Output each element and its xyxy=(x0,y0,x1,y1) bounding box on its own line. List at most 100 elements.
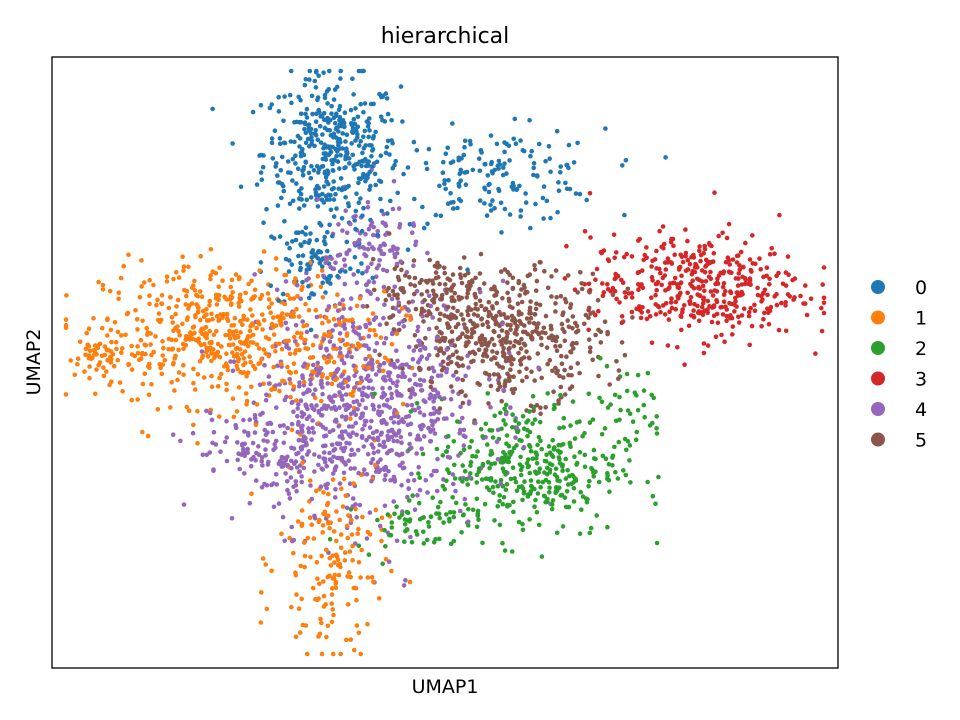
scatter-point-series-4 xyxy=(434,468,439,474)
scatter-point-series-0 xyxy=(293,237,299,243)
scatter-point-series-2 xyxy=(463,502,468,507)
scatter-point-series-3 xyxy=(801,301,806,306)
scatter-point-series-4 xyxy=(268,421,274,427)
scatter-point-series-0 xyxy=(337,269,343,274)
scatter-point-series-4 xyxy=(394,261,400,267)
scatter-point-series-2 xyxy=(474,480,480,485)
scatter-point-series-4 xyxy=(224,458,230,464)
scatter-point-series-1 xyxy=(166,346,171,352)
scatter-point-series-4 xyxy=(339,357,345,363)
scatter-point-series-1 xyxy=(268,310,274,316)
scatter-point-series-4 xyxy=(352,373,357,379)
scatter-point-series-5 xyxy=(453,369,459,375)
scatter-point-series-1 xyxy=(349,517,354,523)
scatter-point-series-5 xyxy=(524,349,529,354)
scatter-point-series-2 xyxy=(497,493,503,498)
scatter-point-series-1 xyxy=(337,319,342,325)
scatter-point-series-1 xyxy=(208,273,213,278)
scatter-point-series-0 xyxy=(258,170,264,175)
scatter-point-series-0 xyxy=(512,116,518,122)
scatter-point-series-4 xyxy=(321,273,326,279)
scatter-point-series-3 xyxy=(582,229,588,234)
scatter-point-series-4 xyxy=(370,367,375,372)
scatter-point-series-2 xyxy=(572,454,577,460)
scatter-point-series-0 xyxy=(330,233,335,239)
scatter-point-series-1 xyxy=(84,330,89,336)
scatter-point-series-0 xyxy=(496,158,502,164)
scatter-point-series-4 xyxy=(417,342,423,348)
scatter-point-series-0 xyxy=(362,101,368,106)
scatter-point-series-0 xyxy=(306,170,312,176)
scatter-point-series-1 xyxy=(203,349,209,355)
scatter-point-series-5 xyxy=(441,265,447,271)
scatter-point-series-3 xyxy=(724,235,730,241)
scatter-point-series-4 xyxy=(457,430,463,436)
scatter-point-series-5 xyxy=(502,381,508,387)
scatter-point-series-5 xyxy=(477,298,483,304)
scatter-point-series-5 xyxy=(586,337,592,342)
scatter-point-series-1 xyxy=(367,327,373,333)
scatter-point-series-2 xyxy=(627,411,633,417)
scatter-point-series-4 xyxy=(348,411,354,417)
scatter-point-series-0 xyxy=(294,181,299,186)
scatter-point-series-1 xyxy=(293,348,299,353)
scatter-point-series-5 xyxy=(493,292,499,298)
scatter-point-series-2 xyxy=(534,461,540,466)
scatter-point-series-1 xyxy=(241,356,247,361)
scatter-point-series-1 xyxy=(129,367,135,372)
scatter-point-series-0 xyxy=(378,196,383,202)
scatter-point-series-5 xyxy=(602,319,608,325)
scatter-point-series-1 xyxy=(383,556,389,562)
scatter-point-series-3 xyxy=(697,293,703,299)
scatter-point-series-5 xyxy=(516,350,521,356)
scatter-point-series-4 xyxy=(366,226,372,232)
scatter-point-series-2 xyxy=(479,477,485,482)
scatter-point-series-0 xyxy=(356,68,362,74)
scatter-point-series-5 xyxy=(587,290,592,295)
scatter-point-series-2 xyxy=(492,413,498,419)
scatter-point-series-4 xyxy=(416,338,421,344)
scatter-point-series-0 xyxy=(314,237,320,243)
scatter-point-series-1 xyxy=(205,354,211,359)
scatter-point-series-1 xyxy=(134,317,140,322)
scatter-point-series-4 xyxy=(419,426,424,432)
scatter-point-series-1 xyxy=(114,346,119,352)
scatter-point-series-5 xyxy=(507,374,513,380)
scatter-point-series-1 xyxy=(83,346,89,352)
scatter-point-series-4 xyxy=(310,405,316,411)
scatter-point-series-4 xyxy=(367,510,373,515)
scatter-point-series-1 xyxy=(101,365,106,370)
scatter-point-series-4 xyxy=(373,372,379,377)
scatter-point-series-3 xyxy=(700,312,706,318)
scatter-point-series-2 xyxy=(527,442,532,448)
scatter-point-series-1 xyxy=(371,579,376,585)
scatter-point-series-1 xyxy=(249,278,254,284)
scatter-point-series-0 xyxy=(335,149,340,154)
scatter-point-series-1 xyxy=(324,547,329,553)
scatter-point-series-0 xyxy=(336,107,342,113)
scatter-point-series-0 xyxy=(280,183,286,189)
scatter-point-series-0 xyxy=(330,144,336,150)
scatter-point-series-2 xyxy=(519,438,524,444)
scatter-point-series-2 xyxy=(597,395,602,401)
scatter-point-series-0 xyxy=(350,152,356,158)
scatter-point-series-1 xyxy=(282,301,288,307)
scatter-point-series-0 xyxy=(411,139,417,145)
scatter-point-series-4 xyxy=(458,508,463,514)
scatter-point-series-5 xyxy=(437,406,443,411)
scatter-point-series-0 xyxy=(502,149,507,155)
scatter-point-series-1 xyxy=(258,296,263,302)
scatter-point-series-0 xyxy=(340,131,346,136)
scatter-point-series-4 xyxy=(461,443,467,448)
scatter-point-series-1 xyxy=(181,264,187,269)
scatter-point-series-0 xyxy=(288,139,294,144)
scatter-point-series-2 xyxy=(476,517,481,522)
scatter-point-series-4 xyxy=(412,372,417,378)
scatter-point-series-5 xyxy=(433,275,439,281)
scatter-point-series-1 xyxy=(278,317,283,323)
scatter-point-series-4 xyxy=(386,559,392,564)
scatter-point-series-5 xyxy=(423,335,428,341)
scatter-point-series-1 xyxy=(210,269,216,274)
scatter-point-series-0 xyxy=(325,248,330,254)
scatter-point-series-5 xyxy=(527,308,533,313)
